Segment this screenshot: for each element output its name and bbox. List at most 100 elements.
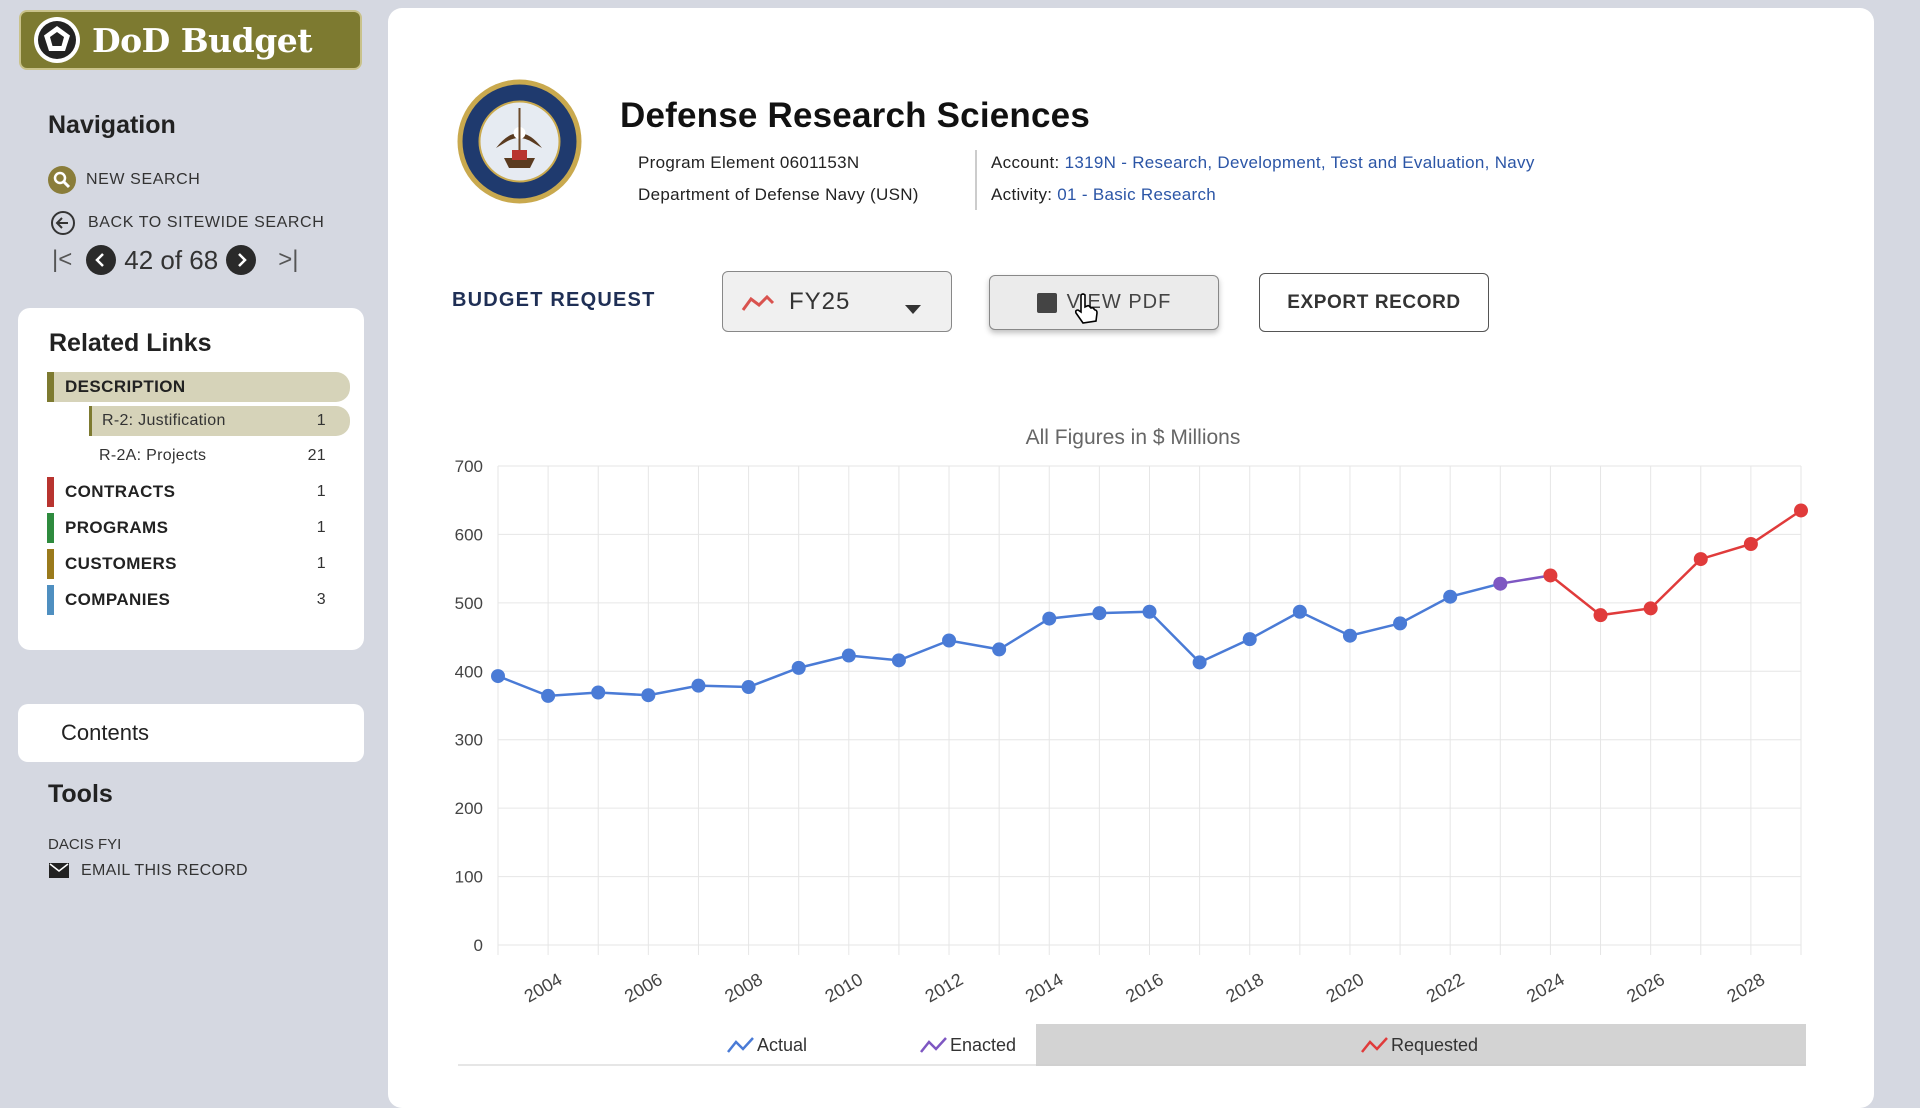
- related-link-count: 1: [316, 412, 326, 429]
- activity-line: Activity: 01 - Basic Research: [991, 185, 1216, 205]
- fiscal-year-select[interactable]: FY25: [722, 271, 952, 332]
- program-element-value: 0601153N: [779, 153, 860, 172]
- related-link-count: 21: [307, 447, 326, 464]
- record-pager: |< 42 of 68 >|: [52, 244, 312, 276]
- related-link-r2-justification[interactable]: R-2: Justification 1: [89, 406, 350, 436]
- y-tick-label: 400: [455, 662, 483, 681]
- budget-line-chart: All Figures in $ Millions 0 100 200 300 400 5…: [455, 426, 1808, 1066]
- page-title: Defense Research Sciences: [620, 96, 1090, 135]
- fiscal-year-value: FY25: [789, 287, 851, 315]
- chart-grid: [497, 465, 1802, 955]
- pdf-icon: [1036, 292, 1057, 313]
- contents-label: Contents: [61, 720, 150, 745]
- legend-label-requested: Requested: [1391, 1035, 1478, 1055]
- related-link-label: R-2: Justification: [102, 412, 226, 429]
- data-point-actual: [541, 688, 556, 703]
- x-tick-label: 2004: [521, 969, 566, 1006]
- data-point-actual: [1393, 616, 1408, 631]
- x-tick-label: 2026: [1623, 969, 1668, 1006]
- activity-link[interactable]: 01 - Basic Research: [1057, 185, 1217, 204]
- meta-divider: [975, 150, 977, 210]
- export-record-button[interactable]: EXPORT RECORD: [1259, 273, 1489, 332]
- brand-logo-button[interactable]: DoD Budget: [19, 10, 362, 70]
- related-links-card: Related Links DESCRIPTION R-2: Justifica…: [18, 308, 364, 650]
- related-link-label: CUSTOMERS: [65, 554, 177, 573]
- view-pdf-button[interactable]: VIEW PDF: [989, 275, 1219, 330]
- last-record-icon[interactable]: >|: [278, 246, 299, 273]
- data-point-requested: [1593, 608, 1608, 623]
- first-record-icon[interactable]: |<: [52, 246, 73, 273]
- new-search-link[interactable]: NEW SEARCH: [48, 166, 200, 194]
- data-point-actual: [841, 648, 856, 663]
- back-to-sitewide-link[interactable]: BACK TO SITEWIDE SEARCH: [50, 210, 324, 236]
- x-tick-label: 2028: [1724, 969, 1769, 1006]
- related-link-label: CONTRACTS: [65, 482, 176, 501]
- series-line-requested: [1549, 509, 1802, 617]
- data-point-actual: [1042, 611, 1057, 626]
- data-point-actual: [1342, 628, 1357, 643]
- related-link-r2a-projects[interactable]: R-2A: Projects 21: [89, 441, 350, 471]
- back-arrow-icon: [50, 210, 76, 236]
- category-color-bar: [47, 585, 54, 615]
- account-link[interactable]: 1319N - Research, Development, Test and …: [1064, 153, 1535, 172]
- data-point-actual: [641, 688, 656, 703]
- related-link-count: 3: [316, 591, 326, 608]
- legend-line-icon: [920, 1037, 947, 1053]
- navigation-heading: Navigation: [48, 111, 176, 139]
- program-element-label: Program Element: [638, 153, 775, 172]
- legend-line-icon: [727, 1037, 754, 1053]
- pentagon-icon: [34, 17, 80, 63]
- email-record-link[interactable]: EMAIL THIS RECORD: [49, 862, 248, 880]
- account-label: Account:: [991, 153, 1060, 172]
- next-record-button[interactable]: [226, 245, 257, 275]
- x-tick-label: 2014: [1022, 969, 1067, 1006]
- data-point-actual: [491, 669, 505, 684]
- legend-label-actual: Actual: [757, 1035, 807, 1055]
- related-link-label: PROGRAMS: [65, 518, 169, 537]
- data-point-actual: [992, 642, 1007, 657]
- activity-label: Activity:: [991, 185, 1053, 204]
- related-link-count: 1: [316, 483, 326, 500]
- related-link-companies[interactable]: COMPANIES 3: [47, 585, 350, 615]
- email-record-label: EMAIL THIS RECORD: [81, 862, 248, 879]
- back-to-sitewide-label: BACK TO SITEWIDE SEARCH: [88, 214, 325, 231]
- program-element-line: Program Element 0601153N: [638, 153, 859, 173]
- legend-label-enacted: Enacted: [950, 1035, 1016, 1055]
- app-title: DoD Budget: [92, 20, 313, 60]
- envelope-icon: [49, 863, 71, 879]
- related-links-heading: Related Links: [49, 329, 212, 357]
- data-point-requested: [1693, 552, 1708, 567]
- data-point-actual: [891, 653, 906, 668]
- contents-card[interactable]: Contents: [18, 704, 364, 762]
- related-link-count: 1: [316, 519, 326, 536]
- data-point-actual: [741, 680, 756, 695]
- x-tick-label: 2012: [922, 969, 967, 1006]
- tools-heading: Tools: [48, 780, 113, 808]
- related-link-count: 1: [316, 555, 326, 572]
- data-point-actual: [1242, 632, 1257, 647]
- data-point-actual: [1292, 604, 1307, 619]
- legend-highlight: [1036, 1024, 1806, 1066]
- chart-series: [491, 503, 1808, 703]
- related-link-description[interactable]: DESCRIPTION: [47, 372, 350, 402]
- data-point-actual: [791, 660, 806, 675]
- data-point-enacted: [1493, 576, 1508, 591]
- department-text: Department of Defense Navy (USN): [638, 185, 919, 204]
- x-axis-ticks: 2004 2006 2008 2010 2012 2014 2016 2018 2020 2022…: [521, 969, 1768, 1006]
- data-point-actual: [1142, 604, 1157, 619]
- hand-cursor-icon: [1073, 293, 1099, 331]
- related-link-label: COMPANIES: [65, 590, 171, 609]
- chart-title: All Figures in $ Millions: [1026, 426, 1241, 449]
- previous-record-button[interactable]: [86, 245, 117, 275]
- navy-seal-logo: [456, 78, 583, 205]
- chart-legend: Actual Enacted Requested: [727, 1035, 1478, 1055]
- x-tick-label: 2006: [621, 969, 666, 1006]
- related-link-programs[interactable]: PROGRAMS 1: [47, 513, 350, 543]
- data-point-actual: [1443, 589, 1458, 604]
- budget-request-label: BUDGET REQUEST: [452, 289, 656, 311]
- related-link-contracts[interactable]: CONTRACTS 1: [47, 477, 350, 507]
- x-tick-label: 2016: [1122, 969, 1167, 1006]
- x-tick-label: 2018: [1222, 969, 1267, 1006]
- y-tick-label: 300: [455, 731, 483, 750]
- related-link-customers[interactable]: CUSTOMERS 1: [47, 549, 350, 579]
